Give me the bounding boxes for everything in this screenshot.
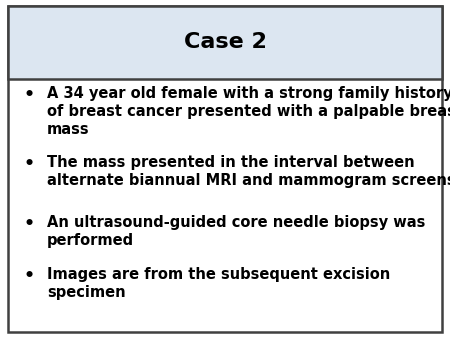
Text: An ultrasound-guided core needle biopsy was
performed: An ultrasound-guided core needle biopsy …	[47, 215, 426, 248]
FancyBboxPatch shape	[8, 6, 442, 332]
Text: •: •	[24, 155, 35, 173]
Text: The mass presented in the interval between
alternate biannual MRI and mammogram : The mass presented in the interval betwe…	[47, 155, 450, 189]
Text: •: •	[24, 215, 35, 233]
FancyBboxPatch shape	[8, 6, 442, 79]
Text: A 34 year old female with a strong family history
of breast cancer presented wit: A 34 year old female with a strong famil…	[47, 86, 450, 137]
Text: •: •	[24, 267, 35, 285]
Text: Case 2: Case 2	[184, 32, 266, 52]
Text: •: •	[24, 86, 35, 104]
Text: Images are from the subsequent excision
specimen: Images are from the subsequent excision …	[47, 267, 391, 300]
